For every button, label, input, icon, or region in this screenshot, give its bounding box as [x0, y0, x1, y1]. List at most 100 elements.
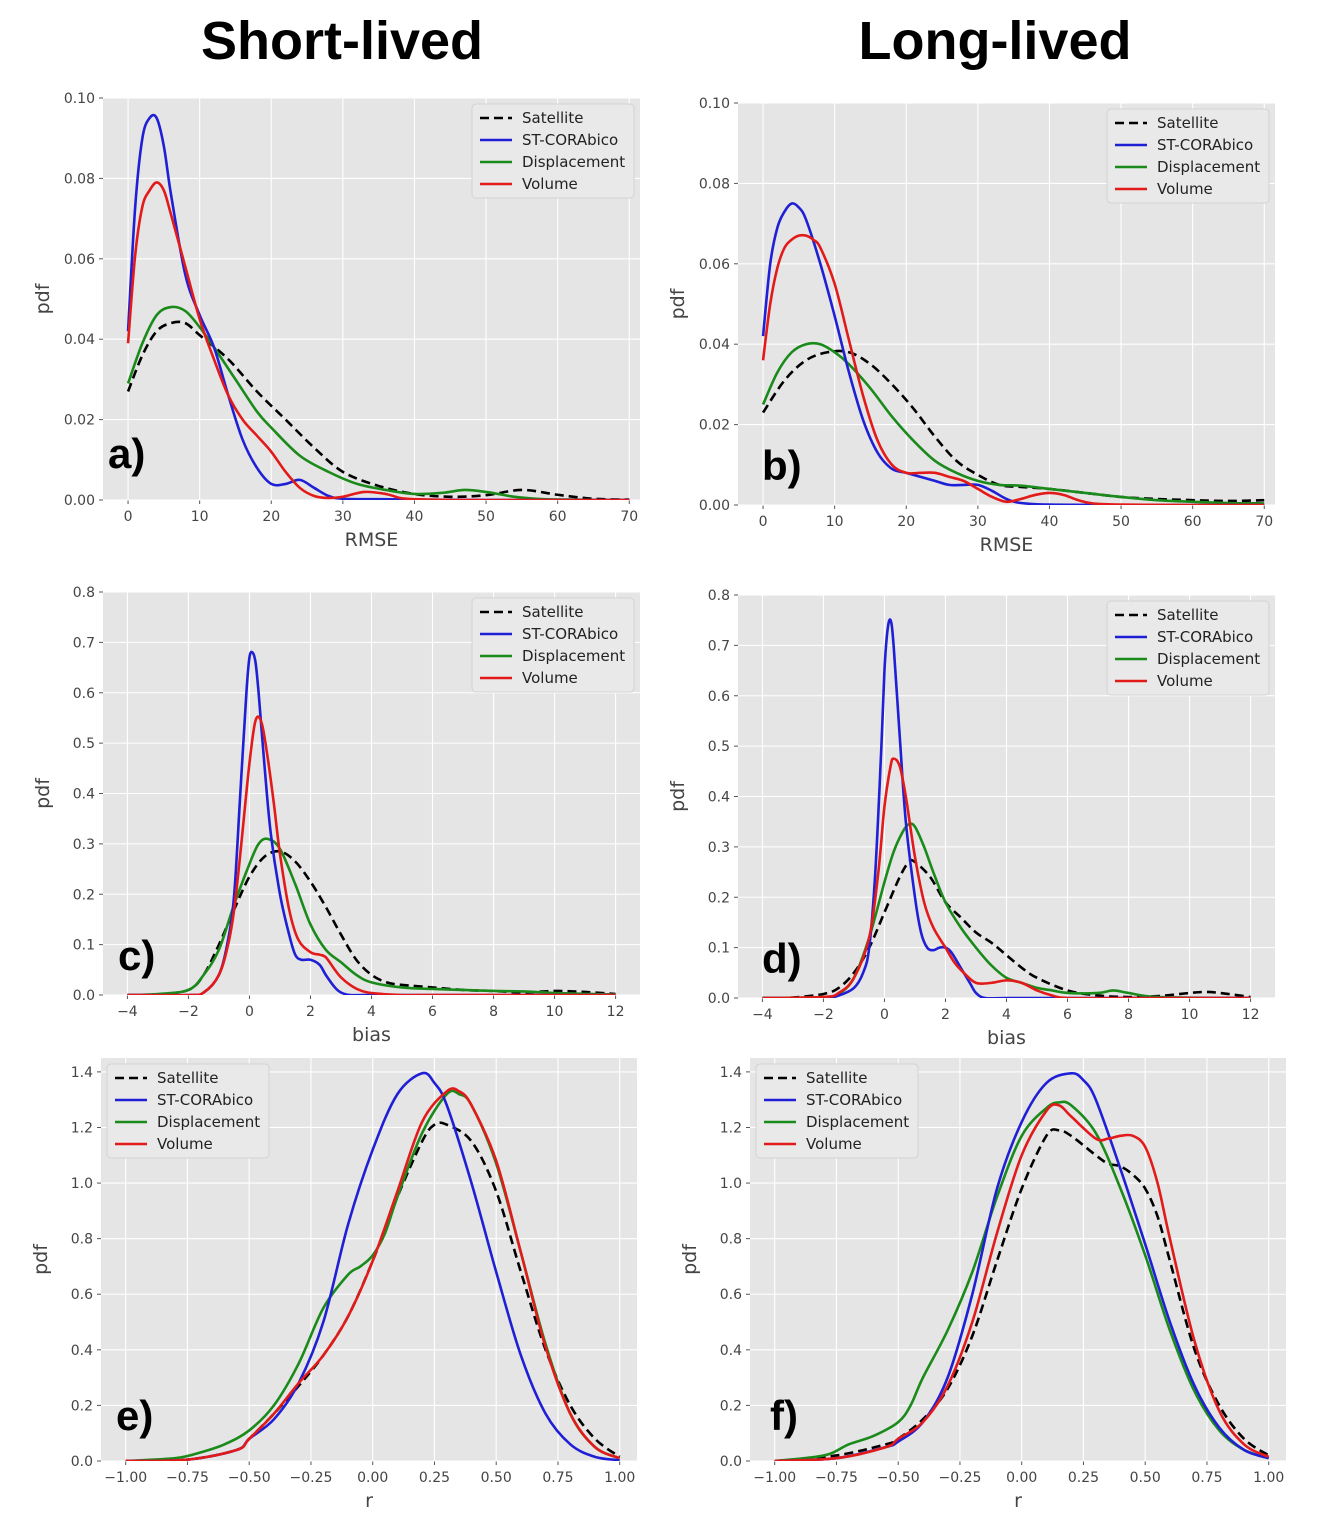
series-volume-line — [774, 1103, 1270, 1461]
x-tick-label: 50 — [1112, 514, 1130, 530]
y-tick-label: 1.0 — [71, 1176, 93, 1192]
y-tick-label: 0.7 — [73, 635, 95, 651]
y-axis-label: pdf — [679, 1243, 701, 1275]
legend-box — [471, 103, 635, 199]
y-tick-label: 0.2 — [708, 890, 730, 906]
series-volume-line — [127, 715, 616, 995]
series-displacement-line — [126, 305, 630, 500]
y-tick-label: 0.8 — [71, 1232, 93, 1248]
x-tick-label: 0 — [245, 1004, 254, 1020]
legend-label: Volume — [522, 669, 578, 687]
panel-label: c) — [118, 932, 155, 979]
y-axis-label: pdf — [30, 1243, 52, 1275]
y-axis-label: pdf — [32, 282, 54, 314]
legend: Satellite ST-CORAbico Displacement Volume — [1106, 600, 1270, 696]
x-tick-label: 6 — [428, 1004, 437, 1020]
series-st-corabico-line — [126, 113, 630, 500]
y-tick-label: 0.7 — [708, 638, 730, 654]
x-tick-label: 2 — [941, 1007, 950, 1023]
x-tick-label: 0.25 — [419, 1470, 450, 1486]
legend-label: Volume — [157, 1135, 213, 1153]
y-tick-label: 0.02 — [699, 418, 730, 434]
y-tick-label: 0.4 — [720, 1343, 742, 1359]
series-volume-line — [125, 1087, 621, 1461]
x-tick-label: 30 — [334, 509, 352, 525]
panel-a: 0 10 20 30 40 50 60 70 0.00 0.02 0.04 0.06 0.08 0.10 R… — [32, 91, 640, 551]
y-tick-label: 0.8 — [73, 585, 95, 601]
y-tick-label: 0.6 — [720, 1287, 742, 1303]
x-tick-label: 0 — [759, 514, 768, 530]
y-tick-label: 0.4 — [71, 1343, 93, 1359]
x-tick-label: −1.00 — [753, 1470, 796, 1486]
x-tick-label: −0.75 — [815, 1470, 858, 1486]
legend: Satellite ST-CORAbico Displacement Volume — [755, 1063, 919, 1159]
x-axis-label: r — [1014, 1490, 1022, 1512]
x-tick-label: 1.00 — [604, 1470, 635, 1486]
x-tick-label: 20 — [897, 514, 915, 530]
x-tick-label: 40 — [1041, 514, 1059, 530]
series-displacement-line — [774, 1100, 1270, 1461]
x-axis-label: bias — [352, 1024, 391, 1046]
legend-box — [755, 1063, 919, 1159]
legend-label: Volume — [1157, 672, 1213, 690]
x-tick-label: 10 — [1181, 1007, 1199, 1023]
x-tick-label: 10 — [826, 514, 844, 530]
series-st-corabico-line — [762, 618, 1251, 998]
legend-label: ST-CORAbico — [1157, 628, 1253, 646]
y-tick-label: 1.2 — [720, 1120, 742, 1136]
y-axis-label: pdf — [667, 287, 689, 319]
y-tick-label: 0.1 — [73, 938, 95, 954]
series-satellite-line — [761, 349, 1265, 503]
x-tick-label: 10 — [546, 1004, 564, 1020]
y-tick-label: 0.5 — [708, 739, 730, 755]
legend-label: Displacement — [1157, 650, 1260, 668]
legend-label: ST-CORAbico — [1157, 136, 1253, 154]
legend-label: Volume — [522, 175, 578, 193]
panel-f: −1.00 −0.75 −0.50 −0.25 0.00 0.25 0.50 0.75 1.00… — [679, 1058, 1286, 1512]
series-volume-line — [126, 181, 630, 500]
legend-label: Satellite — [1157, 606, 1218, 624]
x-tick-label: −4 — [117, 1004, 138, 1020]
legend-box — [106, 1063, 270, 1159]
y-tick-label: 0.04 — [64, 332, 95, 348]
legend-label: ST-CORAbico — [522, 131, 618, 149]
x-tick-label: 50 — [477, 509, 495, 525]
x-tick-label: 70 — [1255, 514, 1273, 530]
legend-label: Volume — [806, 1135, 862, 1153]
legend-box — [471, 597, 635, 693]
x-tick-label: 70 — [620, 509, 638, 525]
legend: Satellite ST-CORAbico Displacement Volume — [1106, 108, 1270, 204]
series-displacement-line — [127, 837, 616, 995]
x-tick-label: 4 — [367, 1004, 376, 1020]
x-tick-label: 0 — [124, 509, 133, 525]
y-tick-label: 0.08 — [699, 176, 730, 192]
legend-label: Satellite — [522, 603, 583, 621]
legend-label: Displacement — [157, 1113, 260, 1131]
y-tick-label: 0.00 — [64, 493, 95, 509]
series-volume-line — [762, 757, 1251, 998]
y-tick-label: 0.10 — [699, 96, 730, 112]
panel-d: −4 −2 0 2 4 6 8 10 12 0.0 0.1 0.2 0.3 0.4 0.5 0.6 0.7 0.8… — [667, 588, 1275, 1049]
x-tick-label: 0.75 — [542, 1470, 573, 1486]
x-tick-label: −0.25 — [939, 1470, 982, 1486]
x-tick-label: 12 — [607, 1004, 625, 1020]
panel-label: d) — [762, 935, 802, 982]
y-tick-label: 0.0 — [73, 988, 95, 1004]
x-tick-label: 30 — [969, 514, 987, 530]
legend-label: Displacement — [522, 647, 625, 665]
y-tick-label: 0.6 — [73, 686, 95, 702]
panel-c: −4 −2 0 2 4 6 8 10 12 0.0 0.1 0.2 0.3 0.4 0.5 0.6 0.7 0.8… — [32, 585, 640, 1046]
series-satellite-line — [126, 320, 630, 500]
x-tick-label: 0.75 — [1191, 1470, 1222, 1486]
legend: Satellite ST-CORAbico Displacement Volume — [106, 1063, 270, 1159]
y-tick-label: 0.2 — [71, 1398, 93, 1414]
x-tick-label: −0.25 — [290, 1470, 333, 1486]
series-displacement-line — [761, 341, 1265, 505]
x-tick-label: 0.00 — [357, 1470, 388, 1486]
legend: Satellite ST-CORAbico Displacement Volume — [471, 597, 635, 693]
y-tick-label: 0.5 — [73, 736, 95, 752]
y-tick-label: 0.0 — [708, 991, 730, 1007]
x-tick-label: 0.00 — [1006, 1470, 1037, 1486]
x-tick-label: 6 — [1063, 1007, 1072, 1023]
